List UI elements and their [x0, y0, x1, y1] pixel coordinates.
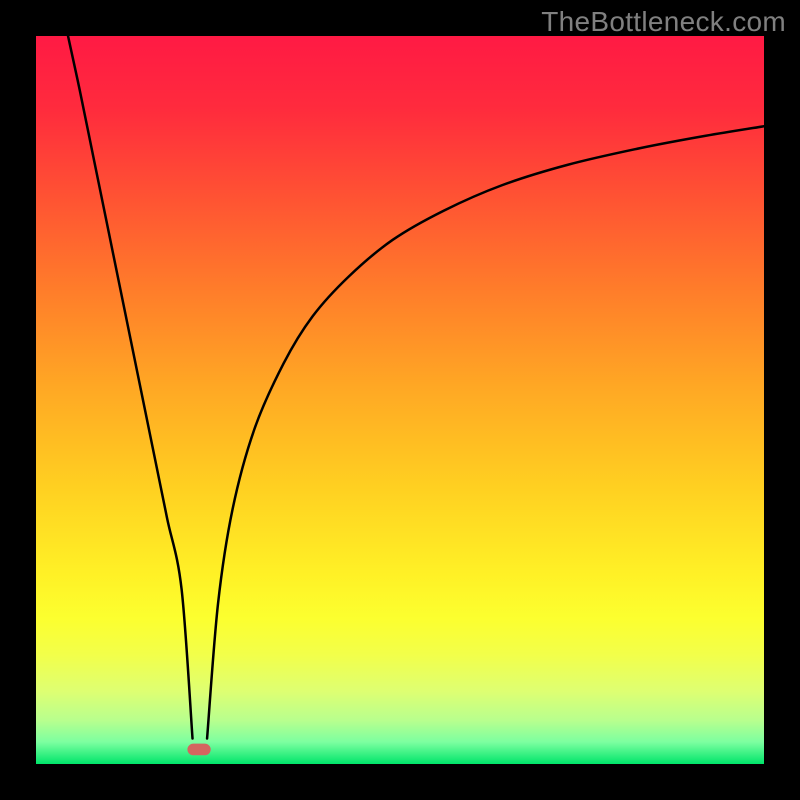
chart-container: TheBottleneck.com — [0, 0, 800, 800]
minimum-marker — [187, 744, 210, 756]
bottleneck-chart — [0, 0, 800, 800]
watermark-text: TheBottleneck.com — [541, 6, 786, 38]
